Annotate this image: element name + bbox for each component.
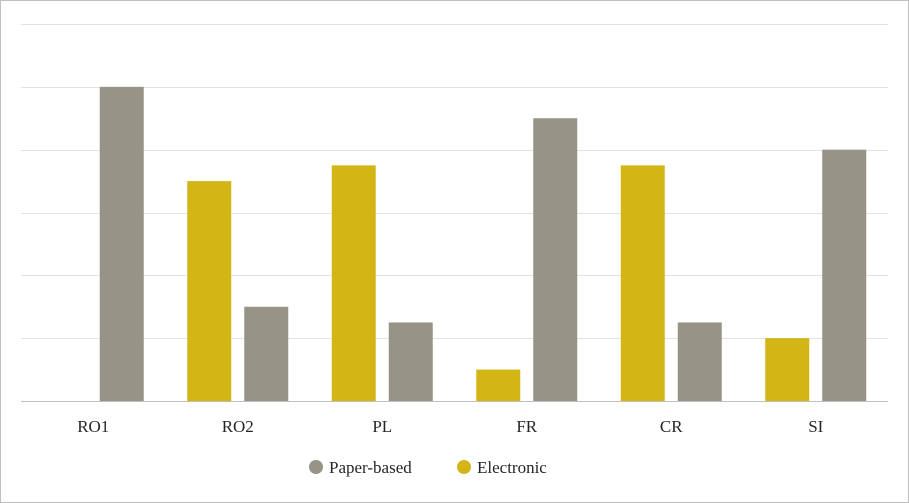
bar-paper-based-pl [388,322,433,401]
bar-paper-based-ro2 [244,306,289,401]
gridlines [21,24,888,402]
x-tick-label: PL [372,417,392,436]
bar-paper-based-cr [677,322,722,401]
x-tick-label: CR [660,417,683,436]
legend-label: Electronic [477,458,547,477]
bar-paper-based-fr [533,118,578,401]
legend-swatch [457,460,471,474]
bar-electronic-si [765,338,810,401]
bar-electronic-cr [620,165,665,401]
legend: Paper-based Electronic [309,458,547,477]
legend-swatch [309,460,323,474]
x-tick-label: RO2 [222,417,254,436]
bar-paper-based-ro1 [99,86,144,401]
x-tick-label: SI [808,417,823,436]
x-tick-labels: RO1 RO2 PL FR CR SI [77,417,823,436]
bar-electronic-fr [476,369,521,401]
x-tick-label: RO1 [77,417,109,436]
bar-paper-based-si [822,149,867,401]
bar-electronic-pl [331,165,376,401]
bars [99,86,867,401]
legend-label: Paper-based [329,458,412,477]
bar-electronic-ro2 [187,181,232,401]
x-tick-label: FR [516,417,537,436]
